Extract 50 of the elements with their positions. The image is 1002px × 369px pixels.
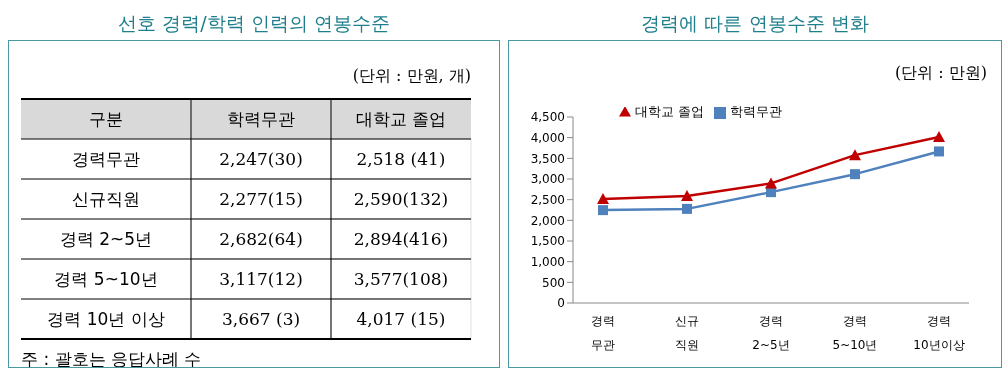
point xyxy=(598,205,608,216)
y-tick-label: 0 xyxy=(557,296,565,311)
y-tick-label: 4,000 xyxy=(530,130,565,145)
point xyxy=(933,130,945,142)
point xyxy=(597,192,609,204)
text: 4,017 (15) xyxy=(356,309,446,329)
y-tick-label: 2,000 xyxy=(530,213,565,228)
y-tick-label: 2,500 xyxy=(530,192,565,207)
text: 선호 경력/학력 인력의 연봉수준 xyxy=(117,11,391,36)
category-label: 학력무관 xyxy=(227,109,295,129)
y-tick-label: 3,000 xyxy=(530,172,565,187)
y-tick-label: 1,000 xyxy=(530,254,565,269)
category-label: 경력 10년 이상 xyxy=(47,309,165,329)
text: 2,247(30) xyxy=(219,149,303,169)
text: 3,667 (3) xyxy=(221,309,301,329)
x-tick-label: 신규 직원 xyxy=(675,314,699,352)
text: 구분 xyxy=(89,109,123,129)
chart-title: 경력에 따른 연봉수준 변화 xyxy=(640,11,870,36)
point xyxy=(681,189,693,201)
category-label: 경력무관 xyxy=(72,149,140,169)
point xyxy=(934,146,944,157)
point xyxy=(682,203,692,214)
legend-label: 학력무관 xyxy=(730,104,783,119)
text: 2,590(132) xyxy=(353,189,449,209)
y-tick-label: 4,500 xyxy=(530,110,565,125)
category-label: 경력 5~10년 xyxy=(54,269,158,289)
x-tick-label: 경력 5~10년 xyxy=(832,314,878,352)
x-tick-label: 경력 무관 xyxy=(591,314,615,352)
text: 2,894(416) xyxy=(353,229,449,249)
y-tick-label: 3,500 xyxy=(530,151,565,166)
text: (단위 : 만원, 개) xyxy=(352,66,471,85)
category-label: 대학교 졸업 xyxy=(355,109,447,129)
category-label: 신규직원 xyxy=(72,189,140,209)
category-label: 경력 2~5년 xyxy=(59,229,153,249)
point xyxy=(766,187,776,198)
text: 2,682(64) xyxy=(219,229,303,249)
y-tick-label: 1,500 xyxy=(530,234,565,249)
text: 2,277(15) xyxy=(219,189,303,209)
y-tick-label: 500 xyxy=(542,275,565,290)
text: 3,117(12) xyxy=(219,269,303,289)
point xyxy=(849,149,861,161)
point xyxy=(850,169,860,180)
text: 주 : 괄호는 응답사례 수 xyxy=(21,349,202,369)
chart-subtitle: (단위 : 만원) xyxy=(894,63,987,84)
text: 3,577(108) xyxy=(353,269,449,289)
text: 2,518 (41) xyxy=(356,149,446,169)
x-tick-label: 경력 10년이상 xyxy=(913,314,965,352)
point xyxy=(765,177,777,189)
legend-label: 대학교 졸업 xyxy=(635,104,705,119)
x-tick-label: 경력 2~5년 xyxy=(752,314,790,352)
